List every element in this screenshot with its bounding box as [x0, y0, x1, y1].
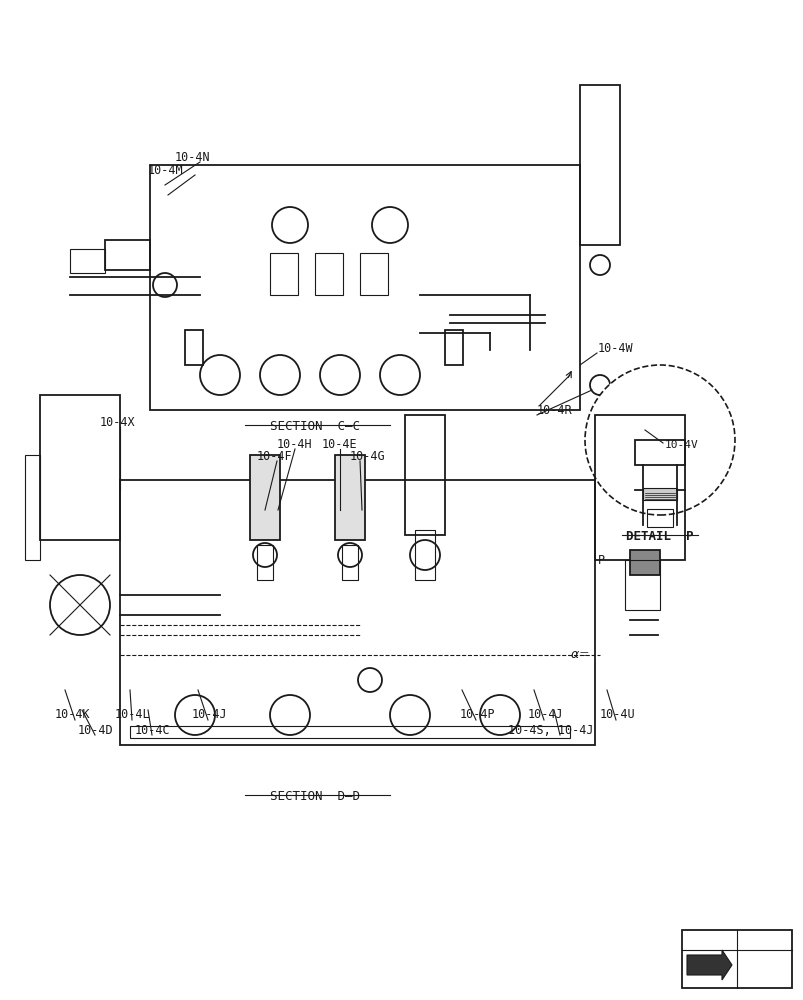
Text: SECTION  D–D: SECTION D–D [270, 790, 360, 803]
Text: 10-4E: 10-4E [321, 438, 357, 450]
Circle shape [585, 365, 734, 515]
Text: 10-4S, 10-4J: 10-4S, 10-4J [507, 723, 593, 736]
Bar [250, 455, 279, 540]
Bar [257, 545, 273, 580]
Text: 10-4J: 10-4J [528, 708, 563, 721]
Text: 10-4U: 10-4U [599, 708, 635, 721]
Bar [25, 455, 40, 560]
Bar [270, 253, 298, 295]
Text: 10-4G: 10-4G [349, 450, 385, 462]
Text: 10-4H: 10-4H [277, 438, 312, 450]
Bar [579, 85, 619, 245]
Bar [624, 560, 659, 610]
Text: 10-4L: 10-4L [115, 708, 150, 721]
Bar [630, 550, 659, 575]
Text: 10-4W: 10-4W [597, 342, 633, 355]
Text: DETAIL  P: DETAIL P [626, 530, 693, 543]
Bar [681, 930, 791, 988]
Bar [105, 240, 150, 270]
Bar [185, 330, 202, 365]
Bar [646, 509, 672, 527]
Text: 10-4K: 10-4K [55, 708, 91, 721]
Bar [360, 253, 388, 295]
Bar [414, 530, 434, 580]
Text: 10-4X: 10-4X [100, 416, 136, 428]
Bar [341, 545, 357, 580]
Bar [120, 480, 594, 745]
Bar [130, 726, 569, 738]
Circle shape [337, 543, 361, 567]
Text: 10-4J: 10-4J [192, 708, 227, 721]
Bar [444, 330, 463, 365]
Text: 10-4F: 10-4F [257, 450, 292, 462]
Text: 10-4N: 10-4N [175, 151, 210, 164]
Bar [40, 395, 120, 540]
Text: P: P [597, 554, 605, 566]
Text: 10-4P: 10-4P [459, 708, 495, 721]
Bar [70, 249, 105, 273]
Text: $\alpha$=: $\alpha$= [569, 648, 589, 662]
Text: 10-4D: 10-4D [78, 723, 113, 736]
Text: 10-4C: 10-4C [135, 723, 170, 736]
Bar [335, 455, 365, 540]
Text: 10-4V: 10-4V [664, 440, 698, 450]
Bar [634, 440, 684, 465]
Bar [405, 415, 444, 535]
Bar [315, 253, 343, 295]
Text: SECTION  C–C: SECTION C–C [270, 420, 360, 433]
Bar [150, 165, 579, 410]
Bar [594, 415, 684, 560]
Bar [642, 488, 676, 500]
Text: 10-4M: 10-4M [148, 164, 183, 177]
Polygon shape [686, 950, 731, 980]
Circle shape [253, 543, 277, 567]
Text: 10-4R: 10-4R [536, 403, 572, 416]
